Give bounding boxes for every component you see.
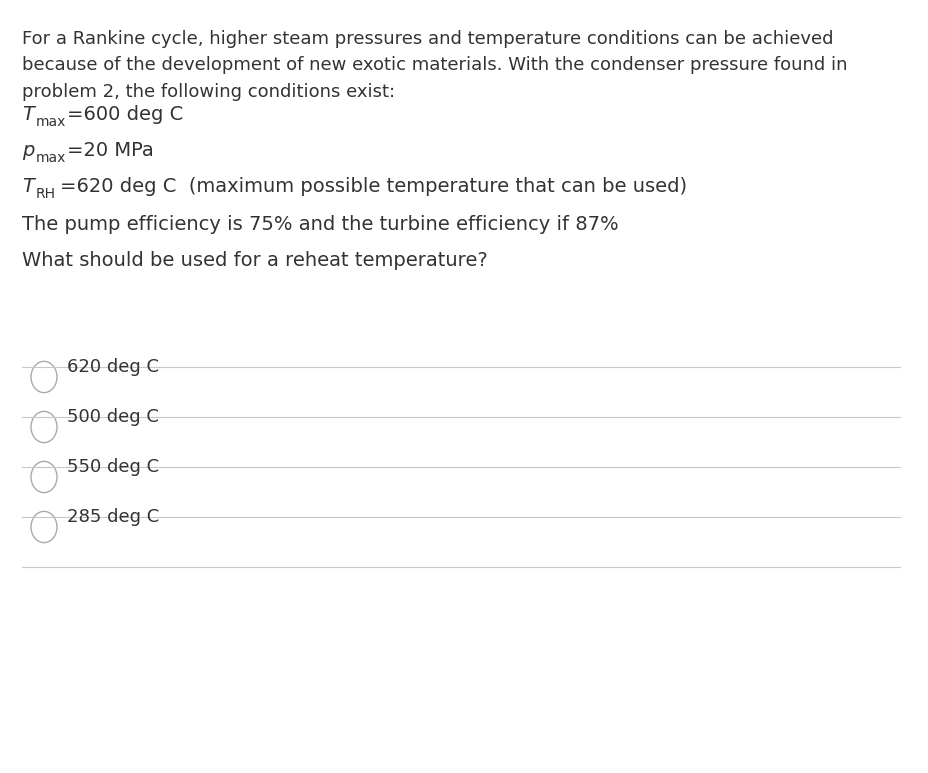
Text: 620 deg C: 620 deg C [67, 358, 159, 376]
Text: 500 deg C: 500 deg C [67, 408, 159, 426]
Text: max: max [36, 115, 66, 129]
Text: For a Rankine cycle, higher steam pressures and temperature conditions can be ac: For a Rankine cycle, higher steam pressu… [22, 30, 846, 100]
Text: p: p [22, 141, 34, 160]
Text: The pump efficiency is 75% and the turbine efficiency if 87%: The pump efficiency is 75% and the turbi… [22, 215, 618, 234]
Text: T: T [22, 177, 33, 196]
Text: max: max [36, 151, 66, 165]
Text: RH: RH [36, 187, 56, 201]
Text: T: T [22, 105, 33, 124]
Text: 550 deg C: 550 deg C [67, 458, 159, 476]
Text: What should be used for a reheat temperature?: What should be used for a reheat tempera… [22, 251, 487, 270]
Text: =620 deg C  (maximum possible temperature that can be used): =620 deg C (maximum possible temperature… [60, 177, 687, 196]
Text: =600 deg C: =600 deg C [67, 105, 183, 124]
Text: =20 MPa: =20 MPa [67, 141, 154, 160]
Text: 285 deg C: 285 deg C [67, 508, 159, 526]
